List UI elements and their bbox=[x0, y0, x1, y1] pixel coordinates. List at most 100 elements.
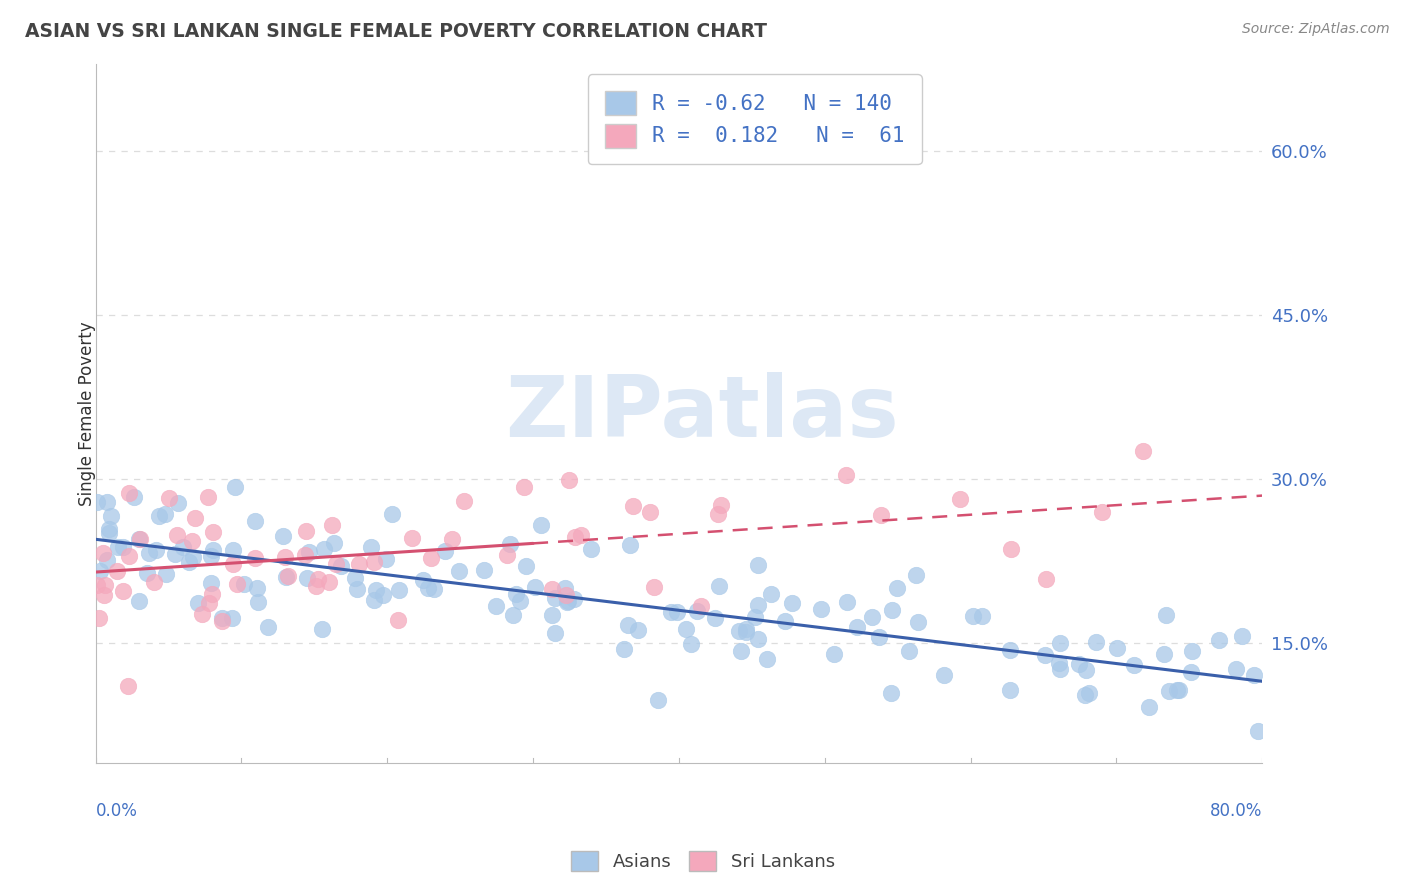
Point bbox=[416, 581, 439, 595]
Point bbox=[747, 558, 769, 573]
Point bbox=[211, 611, 233, 625]
Point bbox=[155, 567, 177, 582]
Point bbox=[200, 549, 222, 564]
Point bbox=[690, 599, 713, 613]
Point bbox=[485, 599, 508, 614]
Point bbox=[423, 582, 446, 597]
Point bbox=[166, 528, 188, 542]
Point bbox=[100, 509, 122, 524]
Point bbox=[1033, 648, 1056, 662]
Point bbox=[434, 543, 457, 558]
Point bbox=[138, 545, 160, 559]
Point bbox=[707, 507, 730, 521]
Point bbox=[360, 541, 382, 555]
Point bbox=[523, 580, 546, 594]
Point bbox=[1167, 683, 1189, 698]
Point bbox=[1243, 667, 1265, 681]
Point bbox=[1078, 686, 1101, 700]
Point bbox=[617, 618, 640, 632]
Point bbox=[318, 574, 340, 589]
Point bbox=[295, 571, 318, 585]
Point bbox=[686, 604, 709, 618]
Point bbox=[86, 577, 108, 591]
Point bbox=[157, 491, 180, 506]
Point bbox=[643, 580, 665, 594]
Point bbox=[97, 526, 120, 541]
Point bbox=[153, 507, 176, 521]
Point bbox=[554, 581, 576, 595]
Point bbox=[142, 574, 165, 589]
Point bbox=[898, 643, 921, 657]
Point bbox=[1154, 608, 1177, 623]
Point bbox=[298, 544, 321, 558]
Point bbox=[111, 541, 134, 555]
Point bbox=[388, 582, 411, 597]
Point bbox=[325, 557, 347, 571]
Point bbox=[744, 609, 766, 624]
Point bbox=[128, 594, 150, 608]
Point bbox=[1049, 662, 1071, 676]
Point bbox=[886, 581, 908, 595]
Point bbox=[907, 615, 929, 629]
Point bbox=[412, 573, 434, 587]
Point bbox=[276, 569, 298, 583]
Point bbox=[555, 588, 578, 602]
Point bbox=[180, 534, 202, 549]
Point bbox=[305, 579, 328, 593]
Point bbox=[202, 525, 225, 540]
Point bbox=[837, 595, 859, 609]
Point bbox=[401, 532, 423, 546]
Point bbox=[515, 559, 537, 574]
Point bbox=[505, 587, 527, 601]
Point bbox=[381, 507, 404, 521]
Point bbox=[780, 596, 803, 610]
Point bbox=[747, 632, 769, 646]
Point bbox=[675, 622, 697, 636]
Point bbox=[201, 587, 224, 601]
Point bbox=[246, 582, 269, 596]
Point bbox=[1132, 443, 1154, 458]
Point bbox=[1225, 662, 1247, 676]
Point bbox=[934, 668, 956, 682]
Point bbox=[1180, 665, 1202, 679]
Point bbox=[759, 587, 782, 601]
Point bbox=[569, 528, 592, 542]
Point bbox=[419, 550, 441, 565]
Point bbox=[613, 642, 636, 657]
Point bbox=[374, 552, 396, 566]
Text: ASIAN VS SRI LANKAN SINGLE FEMALE POVERTY CORRELATION CHART: ASIAN VS SRI LANKAN SINGLE FEMALE POVERT… bbox=[25, 22, 768, 41]
Point bbox=[970, 609, 993, 624]
Point bbox=[96, 552, 118, 566]
Point bbox=[540, 607, 562, 622]
Point bbox=[197, 490, 219, 504]
Point bbox=[449, 565, 471, 579]
Point bbox=[243, 514, 266, 528]
Point bbox=[330, 559, 353, 574]
Point bbox=[1159, 684, 1181, 698]
Point bbox=[638, 505, 661, 519]
Point bbox=[107, 564, 129, 578]
Point bbox=[271, 529, 294, 543]
Text: 80.0%: 80.0% bbox=[1211, 802, 1263, 820]
Point bbox=[868, 630, 890, 644]
Point bbox=[222, 558, 245, 572]
Point bbox=[1122, 657, 1144, 672]
Point bbox=[167, 496, 190, 510]
Point bbox=[1049, 636, 1071, 650]
Point bbox=[347, 557, 370, 571]
Point bbox=[579, 541, 602, 556]
Point bbox=[322, 536, 344, 550]
Point bbox=[201, 543, 224, 558]
Point bbox=[94, 578, 117, 592]
Point bbox=[1091, 505, 1114, 519]
Y-axis label: Single Female Poverty: Single Female Poverty bbox=[79, 321, 96, 506]
Point bbox=[544, 591, 567, 606]
Point bbox=[998, 643, 1021, 657]
Point bbox=[257, 620, 280, 634]
Point bbox=[659, 605, 682, 619]
Point bbox=[107, 540, 129, 554]
Point bbox=[728, 624, 751, 638]
Legend: Asians, Sri Lankans: Asians, Sri Lankans bbox=[564, 844, 842, 879]
Point bbox=[1208, 632, 1230, 647]
Point bbox=[1047, 656, 1070, 670]
